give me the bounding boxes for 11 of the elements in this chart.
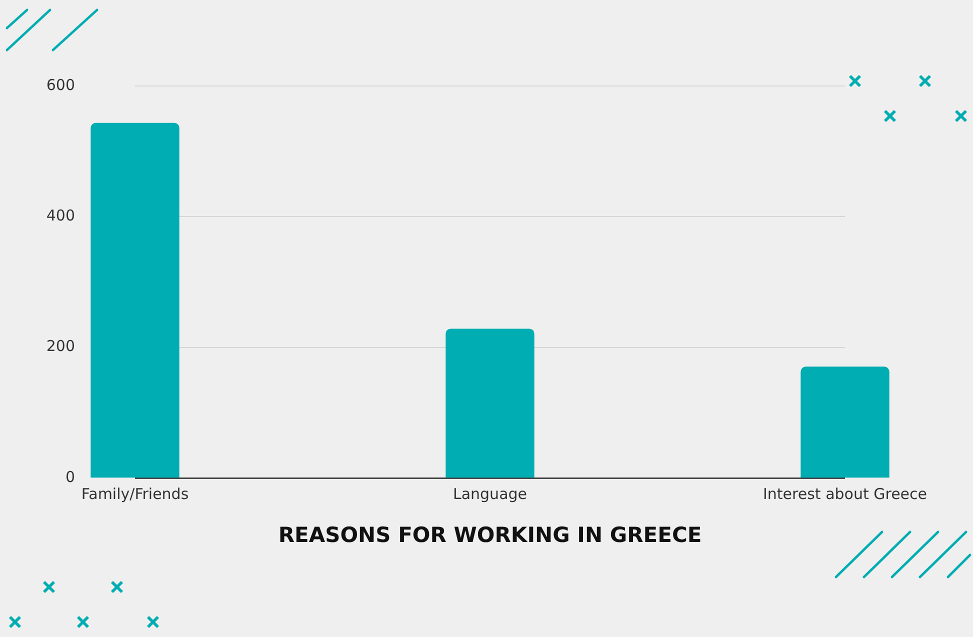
y-tick-label: 600 bbox=[46, 76, 75, 94]
bar bbox=[446, 328, 534, 478]
y-tick-label: 0 bbox=[65, 468, 75, 486]
bar bbox=[90, 122, 180, 478]
x-axis-title: REASONS FOR WORKING IN GREECE bbox=[278, 522, 702, 547]
x-tick-label: Language bbox=[452, 484, 528, 503]
x-tick-label: Interest about Greece bbox=[762, 484, 928, 503]
y-tick-label: 200 bbox=[46, 337, 75, 356]
bar bbox=[800, 366, 890, 478]
y-tick-label: 400 bbox=[46, 206, 75, 225]
x-tick-label: Family/Friends bbox=[81, 484, 189, 503]
